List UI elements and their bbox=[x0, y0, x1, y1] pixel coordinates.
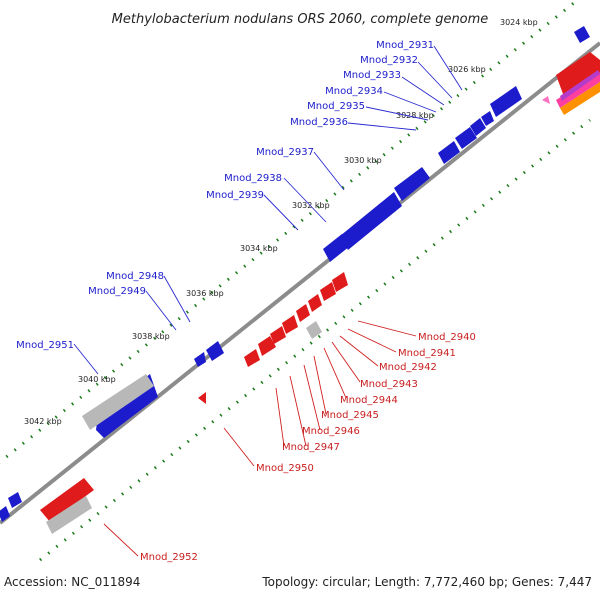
feature-stack bbox=[542, 70, 600, 115]
kbp-label: 3030 kbp bbox=[344, 156, 382, 165]
gene-label[interactable]: Mnod_2937 bbox=[256, 147, 314, 158]
gene-arrow-forward[interactable] bbox=[455, 127, 477, 149]
gene-arrow-forward[interactable] bbox=[438, 141, 460, 164]
gene-arrow-reverse[interactable] bbox=[40, 478, 94, 522]
gene-label[interactable]: Mnod_2940 bbox=[418, 332, 476, 343]
gene-arrow-reverse[interactable] bbox=[320, 282, 336, 301]
gene-label[interactable]: Mnod_2949 bbox=[88, 286, 146, 297]
gene-arrow-forward[interactable] bbox=[340, 192, 402, 250]
gene-arrow-reverse[interactable] bbox=[296, 304, 310, 322]
gene-arrow-forward[interactable] bbox=[490, 86, 522, 117]
tick-rows bbox=[0, 0, 591, 562]
feature-marker bbox=[542, 96, 550, 104]
inner-tick-row bbox=[39, 118, 591, 562]
gene-arrow-forward[interactable] bbox=[470, 118, 486, 136]
gene-label[interactable]: Mnod_2951 bbox=[16, 340, 74, 351]
gene-label[interactable]: Mnod_2936 bbox=[290, 117, 348, 128]
kbp-label: 3026 kbp bbox=[448, 65, 486, 74]
feature-stripe-orange bbox=[560, 82, 600, 115]
gene-label[interactable]: Mnod_2935 bbox=[307, 101, 365, 112]
gene-label[interactable]: Mnod_2945 bbox=[321, 410, 379, 421]
gene-arrow-reverse[interactable] bbox=[270, 326, 286, 344]
gene-label[interactable]: Mnod_2933 bbox=[343, 70, 401, 81]
gene-label[interactable]: Mnod_2946 bbox=[302, 426, 360, 437]
gene-block-pseudo[interactable] bbox=[306, 321, 322, 339]
gene-arrow-reverse[interactable] bbox=[332, 272, 348, 292]
kbp-label: 3028 kbp bbox=[396, 111, 434, 120]
kbp-label: 3036 kbp bbox=[186, 289, 224, 298]
map-title: Methylobacterium nodulans ORS 2060, comp… bbox=[112, 12, 489, 27]
gene-block-pseudo[interactable] bbox=[82, 374, 154, 430]
accession-text: Accession: NC_011894 bbox=[4, 575, 140, 589]
forward-gene-labels: Mnod_2931 Mnod_2932 Mnod_2933 Mnod_2934 … bbox=[16, 40, 434, 351]
genome-backbone bbox=[0, 41, 600, 525]
reverse-gene-labels: Mnod_2940 Mnod_2941 Mnod_2942 Mnod_2943 … bbox=[140, 332, 476, 563]
kbp-label: 3038 kbp bbox=[132, 332, 170, 341]
gene-label[interactable]: Mnod_2941 bbox=[398, 348, 456, 359]
gene-arrow-reverse[interactable] bbox=[244, 349, 260, 367]
gene-label[interactable]: Mnod_2952 bbox=[140, 552, 198, 563]
gene-label[interactable]: Mnod_2943 bbox=[360, 379, 418, 390]
gene-label[interactable]: Mnod_2947 bbox=[282, 442, 340, 453]
gene-arrow-reverse[interactable] bbox=[198, 392, 206, 404]
gene-label[interactable]: Mnod_2944 bbox=[340, 395, 398, 406]
kbp-label: 3042 kbp bbox=[24, 417, 62, 426]
reverse-gene-track bbox=[40, 52, 600, 522]
forward-leaders bbox=[73, 45, 463, 375]
gene-label[interactable]: Mnod_2948 bbox=[106, 271, 164, 282]
pseudo-gene-track bbox=[46, 321, 322, 534]
gene-arrow-forward[interactable] bbox=[206, 341, 224, 361]
gene-label[interactable]: Mnod_2934 bbox=[325, 86, 383, 97]
forward-gene-track bbox=[0, 26, 590, 522]
gene-arrow-reverse[interactable] bbox=[556, 52, 600, 102]
feature-stripe-purple bbox=[560, 70, 600, 101]
kbp-label: 3040 kbp bbox=[78, 375, 116, 384]
gene-arrow-forward[interactable] bbox=[8, 492, 22, 508]
gene-label[interactable]: Mnod_2950 bbox=[256, 463, 314, 474]
gene-label[interactable]: Mnod_2939 bbox=[206, 190, 264, 201]
gene-arrow-reverse[interactable] bbox=[282, 315, 298, 334]
gene-arrow-forward[interactable] bbox=[0, 506, 10, 522]
gene-arrow-forward[interactable] bbox=[574, 26, 590, 43]
gene-arrow-forward[interactable] bbox=[394, 167, 430, 201]
kbp-label: 3034 kbp bbox=[240, 244, 278, 253]
gene-arrow-forward[interactable] bbox=[194, 352, 206, 367]
gene-label[interactable]: Mnod_2942 bbox=[379, 362, 437, 373]
reverse-leaders bbox=[103, 320, 417, 557]
gene-arrow-reverse[interactable] bbox=[258, 336, 276, 356]
gene-block-pseudo[interactable] bbox=[46, 496, 92, 534]
gene-label[interactable]: Mnod_2931 bbox=[376, 40, 434, 51]
kbp-label: 3024 kbp bbox=[500, 18, 538, 27]
gene-arrow-reverse[interactable] bbox=[308, 294, 322, 312]
gene-label[interactable]: Mnod_2932 bbox=[360, 55, 418, 66]
gene-label[interactable]: Mnod_2938 bbox=[224, 173, 282, 184]
gene-arrow-forward[interactable] bbox=[481, 111, 494, 126]
genome-stats-text: Topology: circular; Length: 7,772,460 bp… bbox=[261, 575, 592, 589]
kbp-labels: 3024 kbp 3026 kbp 3028 kbp 3030 kbp 3032… bbox=[24, 18, 538, 426]
